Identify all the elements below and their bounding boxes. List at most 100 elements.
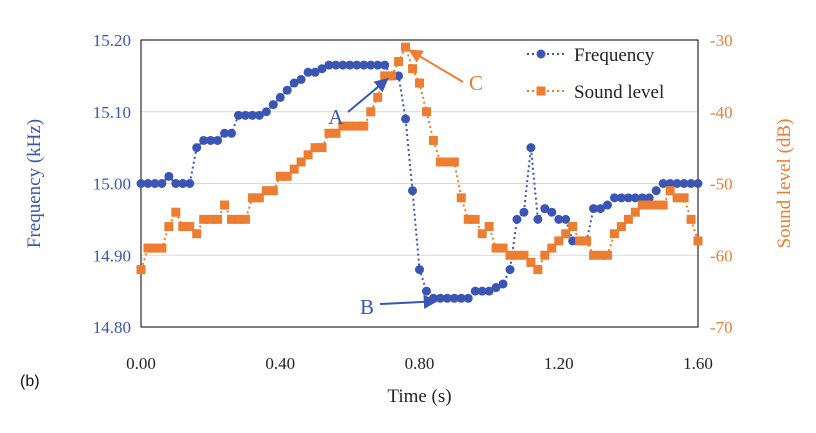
data-point [470, 286, 480, 296]
annotation-label-c: C [469, 71, 483, 95]
y-right-tick-label: -70 [710, 318, 733, 337]
data-point [275, 171, 285, 181]
data-point [449, 157, 459, 167]
data-point [408, 186, 418, 196]
data-point [623, 214, 633, 224]
data-point [533, 214, 543, 224]
data-point [463, 293, 473, 303]
data-point [456, 293, 466, 303]
annotation-label-a: A [328, 105, 344, 129]
data-point [164, 171, 174, 181]
data-point [199, 135, 209, 145]
data-point [616, 222, 626, 232]
data-point [261, 107, 271, 117]
legend-frequency-label: Frequency [574, 45, 655, 66]
data-point [192, 229, 202, 239]
data-point [512, 250, 522, 260]
data-point [157, 179, 167, 188]
data-point [254, 110, 264, 120]
data-point [282, 85, 292, 95]
data-point [686, 214, 696, 224]
legend-sound-level-label: Sound level [574, 82, 664, 103]
data-point [651, 186, 661, 196]
data-point [296, 74, 306, 84]
data-point [616, 193, 626, 203]
legend-item-sound-level: Sound level [527, 82, 664, 103]
data-point [275, 92, 285, 102]
data-point [296, 157, 306, 167]
data-point [401, 114, 411, 124]
data-point [505, 265, 515, 275]
data-point [547, 207, 557, 217]
data-point [435, 157, 445, 167]
data-point [289, 164, 299, 174]
data-point [380, 60, 390, 70]
data-point [206, 135, 216, 145]
data-point [498, 243, 508, 253]
legend: Frequency Sound level [527, 45, 664, 103]
data-point [178, 222, 188, 232]
data-point [254, 193, 264, 203]
y-left-tick-label: 14.90 [93, 246, 131, 265]
data-point [247, 110, 257, 120]
data-point [261, 186, 271, 196]
annotation-label-b: B [360, 295, 374, 319]
legend-frequency-marker [536, 49, 546, 59]
data-point [658, 179, 668, 188]
data-point [240, 214, 250, 224]
data-point [575, 236, 585, 246]
y-right-tick-label: -40 [710, 103, 733, 122]
annotation-arrow-b [379, 294, 438, 309]
data-point [206, 214, 216, 224]
data-point [331, 128, 341, 138]
data-point [449, 293, 459, 303]
annotation-arrow-c [408, 49, 464, 83]
data-point [303, 67, 313, 77]
data-point [136, 179, 146, 188]
data-point [247, 193, 257, 203]
x-axis-ticks: 0.00 0.40 0.80 1.20 1.60 [126, 354, 713, 373]
data-point [630, 207, 640, 217]
data-point [352, 121, 362, 131]
data-point [227, 128, 237, 138]
data-point [428, 135, 438, 145]
data-point [164, 222, 174, 232]
left-axis-ticks: 15.20 15.10 15.00 14.90 14.80 [93, 31, 131, 337]
data-point [185, 222, 195, 232]
data-point [150, 179, 160, 188]
data-point [679, 193, 689, 203]
data-point [220, 200, 230, 210]
data-point [470, 214, 480, 224]
data-point [310, 143, 320, 153]
data-point [554, 214, 564, 224]
data-point [547, 243, 557, 253]
y-axis-right-title: Sound level (dB) [774, 119, 795, 249]
x-tick-label: 0.80 [405, 354, 435, 373]
y-axis-left-title: Frequency (kHz) [24, 119, 45, 248]
data-point [512, 214, 522, 224]
data-point [477, 229, 487, 239]
data-point [526, 143, 536, 153]
data-point [373, 92, 383, 102]
data-point [602, 250, 612, 260]
data-point [637, 200, 647, 210]
data-point [463, 214, 473, 224]
data-point [178, 179, 188, 188]
y-left-tick-label: 15.00 [93, 175, 131, 194]
data-point [213, 214, 223, 224]
data-point [157, 243, 167, 253]
right-axis-ticks: -30 -40 -50 -60 -70 [710, 31, 733, 337]
data-point [401, 42, 411, 52]
legend-item-frequency: Frequency [527, 45, 655, 66]
data-point [435, 293, 445, 303]
sound-level-series [136, 42, 703, 275]
data-point [143, 243, 153, 253]
data-point [665, 179, 675, 188]
y-right-tick-label: -60 [710, 246, 733, 265]
y-left-tick-label: 14.80 [93, 318, 131, 337]
data-point [540, 250, 550, 260]
x-tick-label: 0.00 [126, 354, 156, 373]
data-point [289, 78, 299, 88]
data-point [408, 64, 418, 74]
data-point [651, 200, 661, 210]
